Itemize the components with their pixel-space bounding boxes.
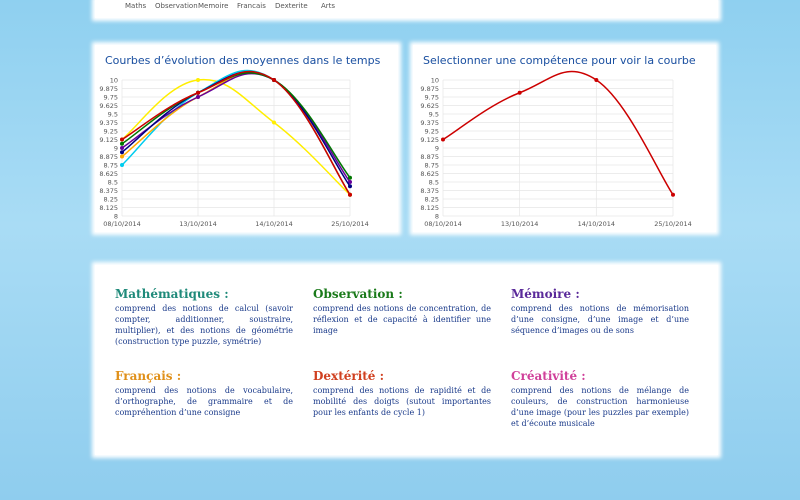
- data-point: [441, 137, 445, 142]
- y-tick-label: 8.625: [420, 170, 439, 178]
- data-point: [120, 137, 124, 142]
- y-tick-label: 9.625: [99, 102, 118, 110]
- chart-panel: Courbes d’évolution des moyennes dans le…: [95, 45, 398, 232]
- skill-title: Créativité :: [511, 369, 586, 383]
- y-tick-label: 9: [114, 145, 118, 153]
- data-point: [272, 120, 276, 125]
- skill-title: Français :: [115, 369, 182, 383]
- y-tick-label: 8.125: [99, 204, 118, 212]
- skill: Observation : comprend des notions de con…: [313, 287, 491, 336]
- x-tick-label: 13/10/2014: [179, 220, 216, 228]
- data-point: [671, 192, 675, 197]
- data-point: [594, 78, 599, 82]
- y-tick-label: 9.875: [420, 85, 439, 93]
- chart: Courbes d’évolution des moyennes dans le…: [99, 54, 381, 228]
- y-tick-label: 8.125: [420, 204, 439, 212]
- data-point: [272, 78, 276, 82]
- skill: Dextérité : comprend des notions de rapid…: [313, 369, 491, 418]
- data-point: [196, 95, 200, 99]
- skill: Mémoire : comprend des notions de mémoris…: [511, 287, 689, 336]
- skill-text: comprend des notions de mélange de coule…: [511, 386, 689, 428]
- skill-title: Mémoire :: [511, 287, 580, 301]
- nav-link[interactable]: Memoire: [198, 2, 229, 10]
- y-tick-label: 9.25: [104, 128, 118, 136]
- skill-text: comprend des notions de concentration, d…: [313, 304, 491, 335]
- y-tick-label: 9.125: [420, 136, 439, 144]
- y-tick-label: 8.625: [99, 170, 118, 178]
- series-line: [121, 70, 351, 196]
- skills-panel: Mathématiques : comprend des notions de c…: [95, 265, 718, 455]
- y-tick-label: 9.75: [104, 94, 118, 102]
- y-tick-label: 8.5: [108, 179, 118, 187]
- x-tick-label: 14/10/2014: [578, 220, 615, 228]
- skill-title: Mathématiques :: [115, 287, 229, 301]
- y-tick-label: 9.125: [99, 136, 118, 144]
- data-point: [348, 175, 352, 180]
- y-tick-label: 9.75: [425, 94, 439, 102]
- y-tick-label: 9.375: [420, 119, 439, 127]
- skill-text: comprend des notions de vocabulaire, d’o…: [115, 386, 293, 417]
- data-point: [120, 150, 124, 155]
- y-tick-label: 8.875: [420, 153, 439, 161]
- chart-panel: Selectionner une compétence pour voir la…: [413, 45, 716, 232]
- nav-link[interactable]: Arts: [321, 2, 336, 10]
- y-tick-label: 9.625: [420, 102, 439, 110]
- x-tick-label: 13/10/2014: [501, 220, 538, 228]
- y-tick-label: 8.25: [425, 196, 439, 204]
- y-tick-label: 9.5: [108, 111, 118, 119]
- series-line: [121, 78, 351, 196]
- y-tick-label: 10: [431, 77, 439, 85]
- skill: Créativité : comprend des notions de méla…: [511, 369, 689, 429]
- nav-bar: Maths Observation Memoire Francais Dexterite…: [95, 0, 718, 18]
- data-point: [120, 163, 124, 167]
- chart-title: Courbes d’évolution des moyennes dans le…: [105, 54, 381, 67]
- y-tick-label: 9: [435, 145, 439, 153]
- y-tick-label: 8.75: [425, 162, 439, 170]
- skill: Français : comprend des notions de vocabu…: [115, 369, 293, 418]
- skill-title: Observation :: [313, 287, 403, 301]
- y-tick-label: 8: [435, 213, 439, 221]
- x-tick-label: 08/10/2014: [103, 220, 140, 228]
- series-line: [121, 71, 351, 187]
- nav-link[interactable]: Observation: [155, 2, 198, 10]
- data-point: [348, 180, 352, 184]
- skill-text: comprend des notions de mémorisation d’u…: [511, 304, 689, 335]
- y-tick-label: 8.25: [104, 196, 118, 204]
- y-tick-label: 9.875: [99, 85, 118, 93]
- y-tick-label: 8.75: [104, 162, 118, 170]
- skill-text: comprend des notions de calcul (savoir c…: [115, 304, 293, 346]
- y-tick-label: 8.5: [429, 179, 439, 187]
- data-point: [348, 184, 352, 189]
- y-tick-label: 9.5: [429, 111, 439, 119]
- series-line: [121, 72, 351, 179]
- y-tick-label: 10: [110, 77, 118, 85]
- y-tick-label: 8.875: [99, 153, 118, 161]
- chart: Selectionner une compétence pour voir la…: [420, 54, 696, 228]
- y-tick-label: 8.375: [99, 187, 118, 195]
- data-point: [120, 154, 124, 159]
- x-tick-label: 25/10/2014: [331, 220, 368, 228]
- data-point: [120, 146, 124, 150]
- y-tick-label: 8: [114, 213, 118, 221]
- x-tick-label: 14/10/2014: [255, 220, 292, 228]
- nav-link[interactable]: Francais: [237, 2, 266, 10]
- data-point: [120, 141, 124, 146]
- chart-title: Selectionner une compétence pour voir la…: [423, 54, 696, 67]
- data-point: [348, 192, 352, 197]
- data-point: [196, 78, 200, 82]
- skill-title: Dextérité :: [313, 369, 385, 383]
- data-point: [517, 90, 522, 95]
- nav-link[interactable]: Dexterite: [275, 2, 308, 10]
- data-point: [196, 90, 200, 95]
- y-tick-label: 9.375: [99, 119, 118, 127]
- skill: Mathématiques : comprend des notions de c…: [115, 287, 293, 347]
- y-tick-label: 8.375: [420, 187, 439, 195]
- x-tick-label: 08/10/2014: [424, 220, 461, 228]
- y-tick-label: 9.25: [425, 128, 439, 136]
- nav-link[interactable]: Maths: [125, 2, 147, 10]
- series-line: [442, 70, 674, 196]
- x-tick-label: 25/10/2014: [654, 220, 691, 228]
- skill-text: comprend des notions de rapidité et de m…: [313, 386, 491, 417]
